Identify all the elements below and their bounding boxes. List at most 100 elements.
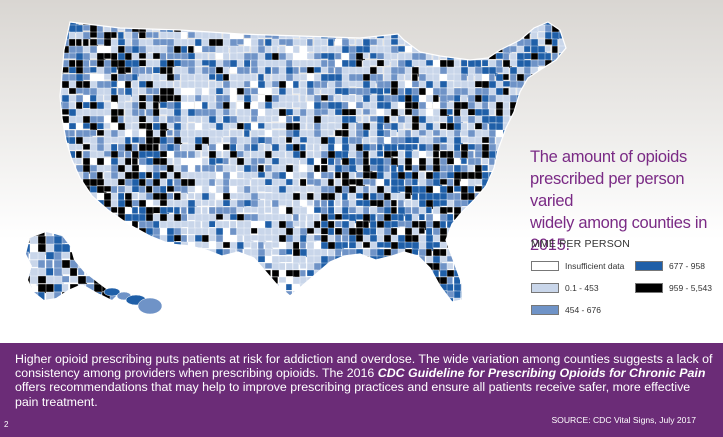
county-cell (355, 276, 364, 283)
county-cell (516, 227, 526, 235)
county-cell (257, 220, 265, 228)
county-cell (390, 52, 398, 60)
county-cell (453, 241, 462, 251)
county-cell (488, 248, 496, 257)
county-cell (467, 269, 476, 280)
county-cell (495, 276, 506, 284)
county-cell (109, 243, 116, 255)
county-cell (523, 59, 532, 69)
county-cell (152, 115, 160, 123)
county-cell (117, 150, 125, 158)
county-cell (502, 108, 511, 117)
county-cell (45, 243, 55, 253)
county-cell (320, 276, 330, 286)
county-cell (208, 199, 216, 207)
county-cell (250, 290, 260, 300)
county-cell (26, 235, 30, 244)
county-cell (411, 297, 420, 302)
county-cell (264, 122, 272, 131)
county-cell (60, 192, 63, 202)
county-cell (208, 164, 216, 173)
county-cell (299, 94, 306, 104)
county-cell (299, 122, 307, 130)
county-cell (82, 213, 91, 221)
county-cell (159, 115, 167, 124)
county-cell (411, 115, 420, 124)
county-cell (77, 283, 86, 294)
county-cell (292, 80, 299, 90)
county-cell (369, 213, 376, 223)
county-cell (243, 45, 250, 53)
county-cell (131, 122, 140, 131)
county-cell (285, 269, 294, 277)
county-cell (411, 213, 419, 222)
county-cell (159, 283, 167, 294)
county-cell (60, 185, 63, 192)
county-cell (166, 283, 177, 294)
county-cell (285, 283, 293, 291)
county-cell (187, 283, 198, 290)
county-cell (152, 87, 160, 95)
county-cell (453, 94, 461, 102)
county-cell (93, 232, 103, 238)
county-cell (397, 185, 406, 193)
county-cell (68, 171, 76, 181)
county-cell (495, 24, 503, 32)
county-cell (537, 94, 548, 102)
county-cell (516, 136, 525, 144)
county-cell (60, 136, 64, 144)
county-cell (159, 262, 169, 270)
county-cell (61, 150, 69, 160)
county-cell (131, 241, 141, 249)
county-cell (208, 31, 217, 41)
county-cell (306, 297, 316, 302)
county-cell (77, 299, 86, 300)
county-cell (187, 262, 198, 271)
county-cell (390, 192, 398, 200)
county-cell (418, 164, 427, 171)
county-cell (96, 122, 105, 130)
county-cell (320, 80, 328, 89)
county-cell (320, 283, 329, 291)
county-cell (509, 213, 520, 222)
county-cell (404, 24, 414, 34)
county-cell (446, 150, 454, 159)
county-cell (96, 269, 104, 278)
county-cell (89, 262, 97, 270)
county-cell (222, 178, 230, 187)
county-cell (250, 283, 259, 291)
county-cell (467, 31, 476, 41)
county-cell (278, 297, 288, 302)
county-cell (292, 59, 301, 67)
county-cell (551, 45, 558, 54)
county-cell (187, 101, 194, 109)
county-cell (194, 213, 203, 222)
county-cell (208, 22, 216, 28)
county-cell (509, 241, 519, 252)
county-cell (278, 87, 287, 96)
county-cell (60, 220, 65, 231)
county-cell (509, 220, 519, 230)
county-cell (68, 234, 77, 242)
county-cell (502, 164, 511, 174)
county-cell (201, 262, 212, 271)
county-cell (89, 227, 98, 238)
county-cell (565, 24, 566, 32)
county-cell (138, 31, 146, 39)
county-cell (138, 73, 148, 82)
county-cell (159, 171, 169, 179)
county-cell (117, 164, 126, 173)
county-cell (348, 143, 357, 152)
county-cell (502, 80, 511, 87)
county-cell (425, 297, 435, 302)
county-cell (236, 45, 244, 53)
county-cell (222, 122, 230, 131)
county-cell (159, 290, 169, 298)
county-cell (341, 241, 349, 249)
county-cell (320, 269, 330, 276)
county-cell (411, 143, 418, 150)
county-cell (101, 243, 114, 252)
county-cell (558, 115, 566, 125)
county-cell (313, 227, 323, 235)
county-cell (509, 22, 520, 28)
